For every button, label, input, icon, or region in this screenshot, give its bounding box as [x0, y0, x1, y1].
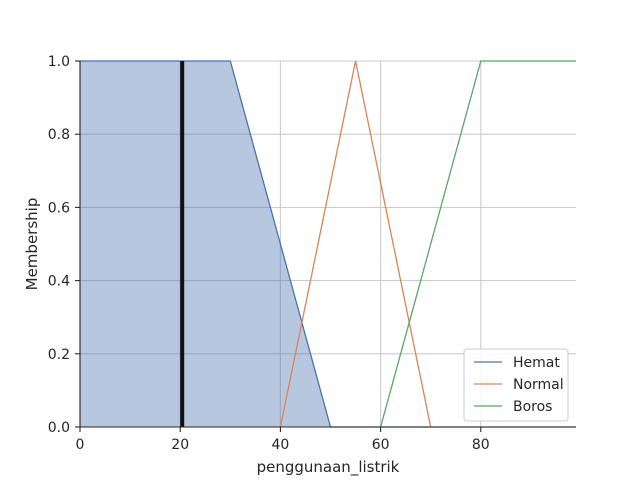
x-axis-label: penggunaan_listrik — [257, 458, 400, 477]
y-axis-label: Membership — [23, 198, 41, 291]
x-tick-label: 0 — [76, 437, 85, 453]
x-tick-label: 20 — [171, 437, 189, 453]
legend: Hemat Normal Boros — [463, 348, 569, 422]
legend-label-normal: Normal — [513, 377, 564, 393]
series-line-normal — [279, 60, 432, 428]
x-tick-label: 40 — [271, 437, 289, 453]
series-line-boros — [379, 60, 576, 428]
y-tick-label: 0.0 — [48, 420, 70, 436]
x-tick-label: 60 — [372, 437, 390, 453]
x-tick-label: 80 — [472, 437, 490, 453]
ticks-layer: 0 20 40 60 80 0.0 0.2 0.4 0.6 0.8 1.0 — [48, 54, 490, 453]
fill-layer — [80, 61, 576, 427]
legend-box — [463, 348, 569, 422]
y-tick-label: 0.4 — [48, 274, 70, 290]
y-tick-label: 1.0 — [48, 54, 70, 70]
axes-layer — [79, 61, 576, 428]
y-tick-label: 0.6 — [48, 200, 70, 216]
legend-label-boros: Boros — [513, 399, 552, 415]
legend-label-hemat: Hemat — [513, 355, 560, 371]
y-tick-label: 0.2 — [48, 347, 70, 363]
activation-fill — [80, 61, 576, 427]
y-tick-label: 0.8 — [48, 127, 70, 143]
